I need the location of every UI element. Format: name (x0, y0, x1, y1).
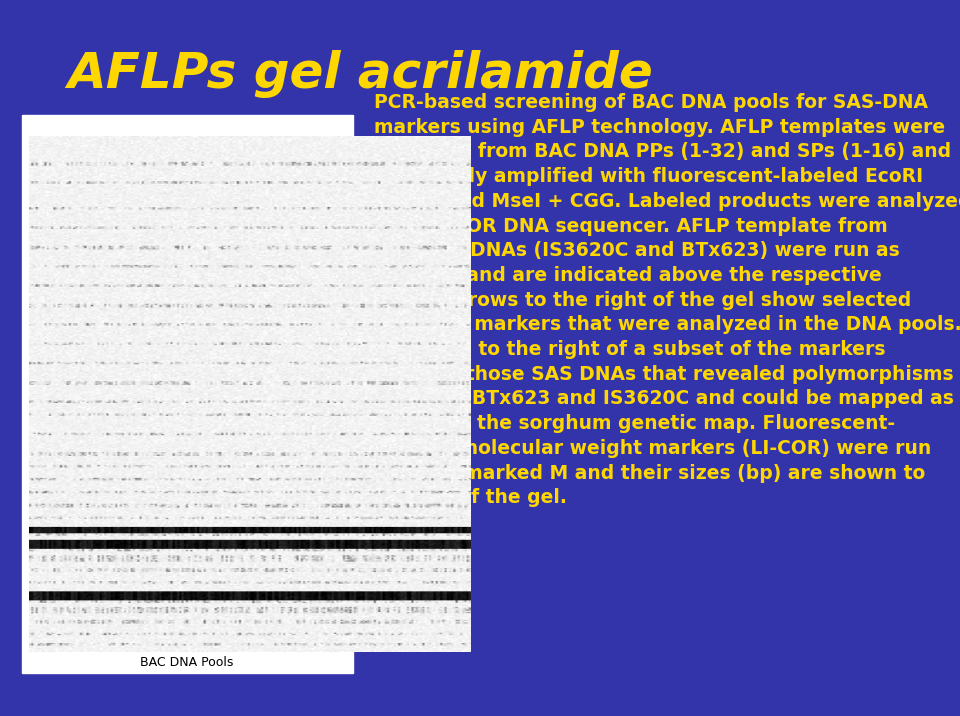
Text: PCR-based screening of BAC DNA pools for SAS-DNA markers using AFLP technology. : PCR-based screening of BAC DNA pools for… (0, 715, 1, 716)
FancyBboxPatch shape (21, 115, 352, 673)
Text: AFLPs gel acrilamide: AFLPs gel acrilamide (67, 50, 653, 98)
Text: BAC DNA Pools: BAC DNA Pools (140, 657, 234, 669)
Text: PCR-based screening of BAC DNA pools for SAS-DNA
markers using AFLP technology. : PCR-based screening of BAC DNA pools for… (374, 93, 960, 507)
